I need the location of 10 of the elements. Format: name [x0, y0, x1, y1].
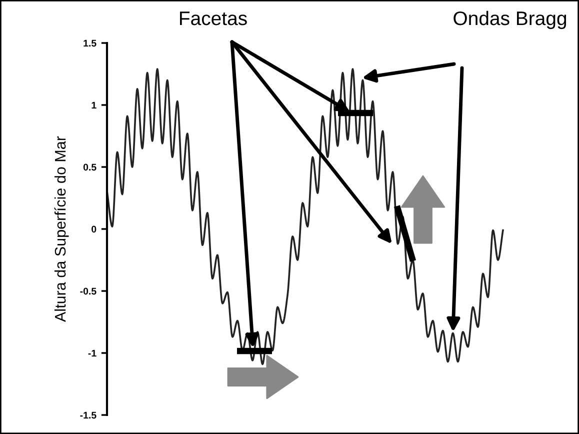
- y-tick-label: 0: [92, 226, 96, 233]
- y-tick-label: -0.5: [80, 288, 96, 295]
- y-tick-label: -1.5: [80, 412, 96, 419]
- y-tick-label: 1.5: [84, 40, 96, 47]
- y-tick-label: 1: [92, 102, 96, 109]
- y-tick-label: -1: [88, 350, 96, 357]
- y-tick-label: 0.5: [83, 164, 96, 171]
- text: Ondas Bragg: [454, 10, 566, 30]
- y-axis-title: Altura da Superfície do Mar: [54, 136, 69, 322]
- text: Facetas: [180, 12, 247, 26]
